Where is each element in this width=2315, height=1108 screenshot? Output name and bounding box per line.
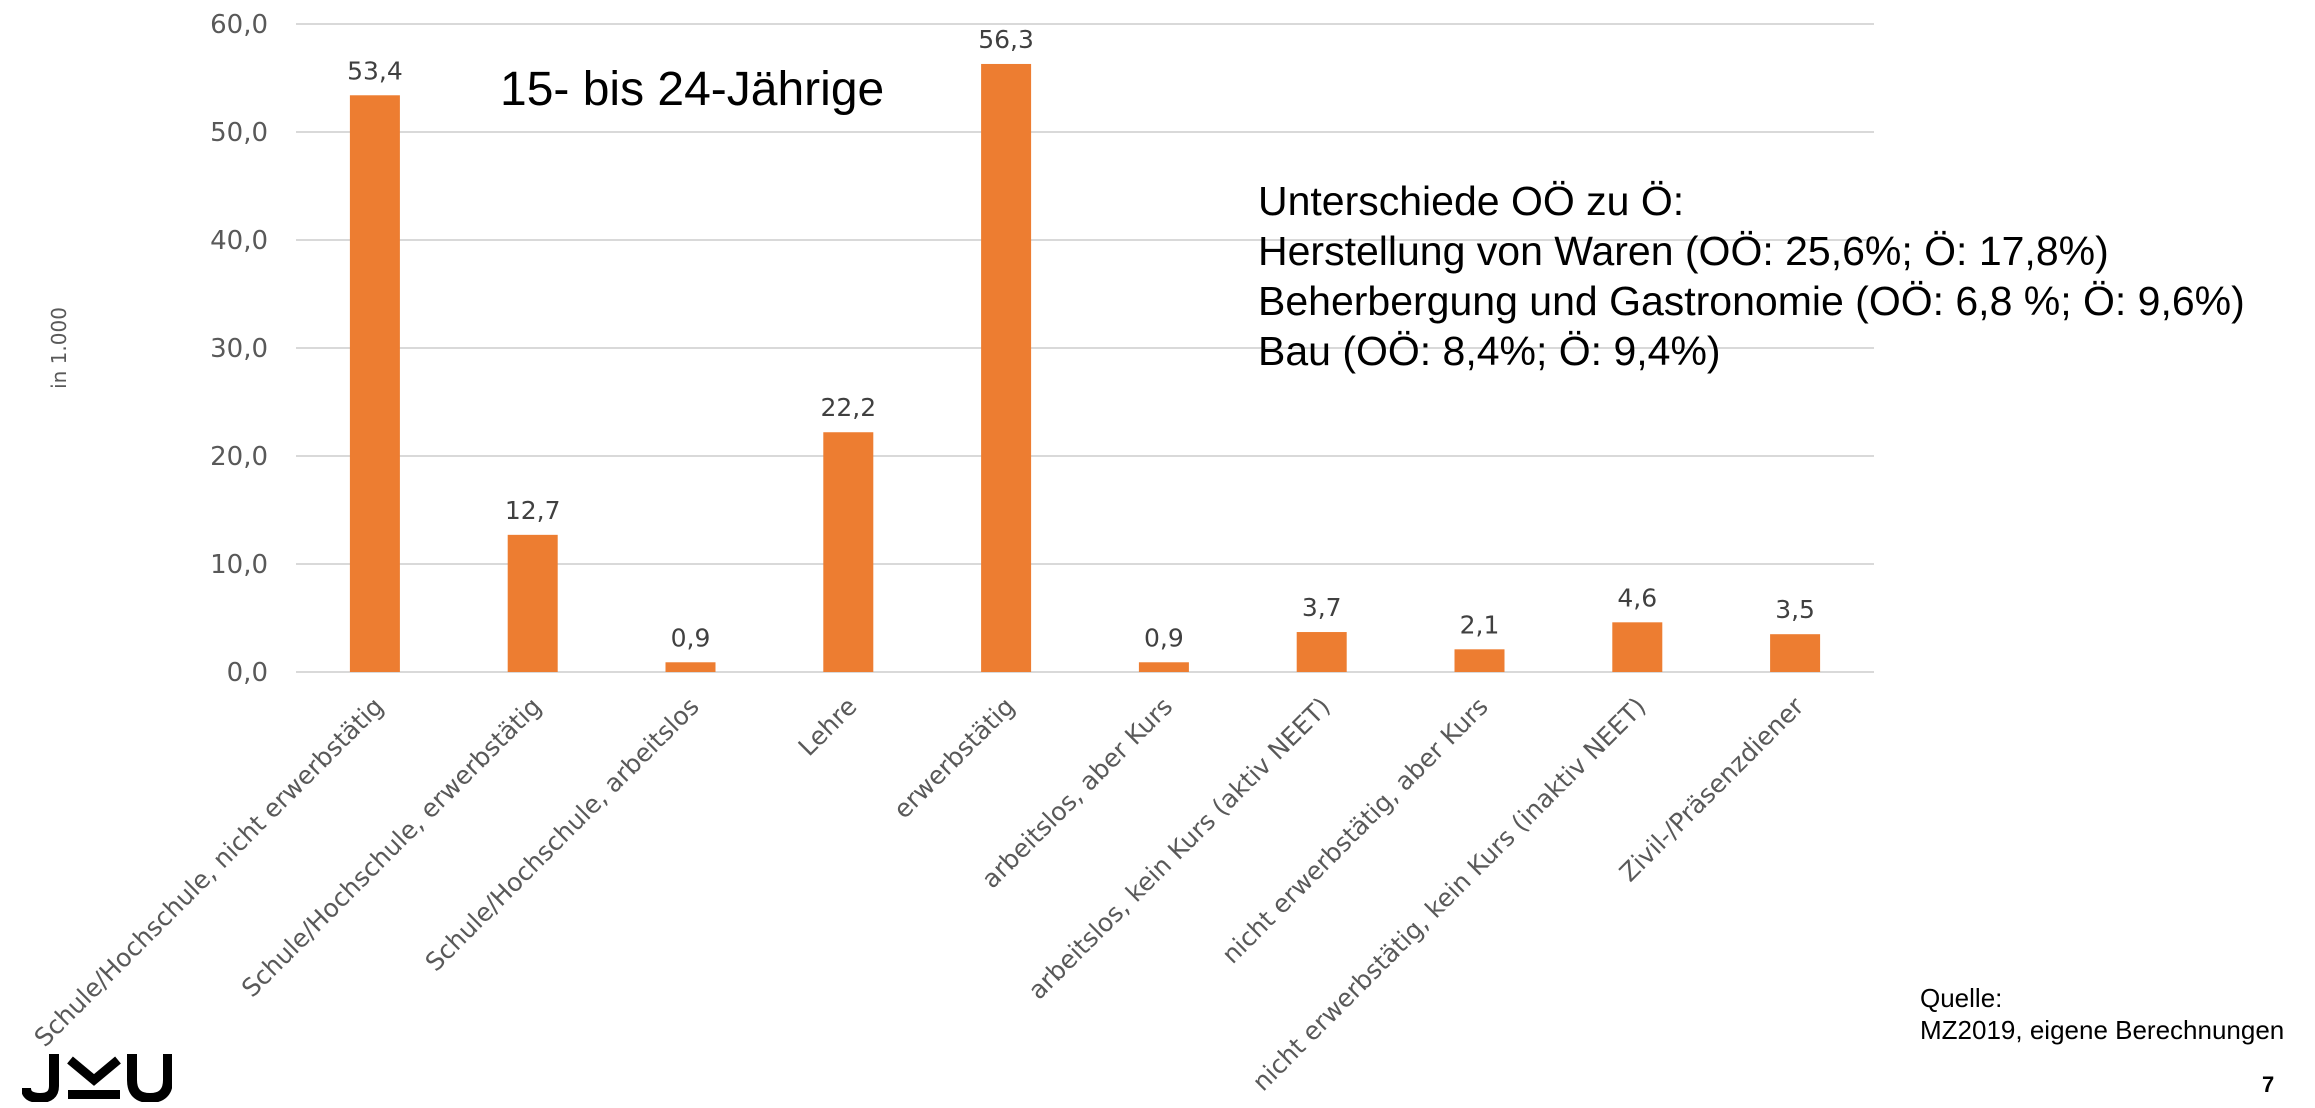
source-label: Quelle:: [1920, 983, 2003, 1013]
bar: [1138, 662, 1189, 672]
y-tick-label: 50,0: [210, 118, 268, 148]
note-line-bau: Bau (OÖ: 8,4%; Ö: 9,4%): [1258, 328, 1721, 374]
note-line-heading: Unterschiede OÖ zu Ö:: [1258, 178, 1685, 224]
x-tick-label: Zivil-/Präsenzdiener: [1614, 691, 1810, 887]
page-number: 7: [2262, 1072, 2275, 1097]
data-labels: 53,4 12,7 0,9 22,2 56,3 0,9 3,7 2,1 4,6 3,5: [347, 25, 1815, 652]
x-tick-label: erwerbstätig: [888, 692, 1021, 825]
bar: [1770, 634, 1821, 672]
data-label: 3,5: [1775, 595, 1815, 624]
bars: [349, 63, 1821, 672]
x-axis-labels: Schule/Hochschule, nicht erwerbstätigSch…: [29, 691, 1810, 1096]
data-label: 0,9: [1144, 623, 1184, 652]
bar: [665, 662, 716, 672]
bar: [349, 95, 400, 672]
y-axis-label: in 1.000: [47, 307, 71, 389]
data-label: 2,1: [1460, 610, 1500, 639]
bar: [1296, 632, 1347, 672]
data-label: 56,3: [978, 25, 1034, 54]
data-label: 0,9: [671, 623, 711, 652]
x-tick-label: Lehre: [793, 692, 863, 762]
x-tick-label: arbeitslos, kein Kurs (aktiv NEET): [1023, 692, 1336, 1005]
bar: [823, 432, 874, 672]
bar: [1612, 622, 1663, 672]
data-label: 53,4: [347, 56, 403, 85]
bar: [981, 63, 1032, 672]
y-tick-label: 20,0: [210, 442, 268, 472]
bar: [1454, 649, 1505, 672]
y-tick-label: 0,0: [227, 658, 268, 688]
jku-logo-icon: [21, 1054, 173, 1104]
data-label: 22,2: [820, 393, 876, 422]
y-tick-label: 60,0: [210, 10, 268, 40]
y-tick-label: 40,0: [210, 226, 268, 256]
note-line-herstellung: Herstellung von Waren (OÖ: 25,6%; Ö: 17,…: [1258, 228, 2109, 274]
x-tick-label: Schule/Hochschule, arbeitslos: [420, 692, 705, 977]
y-tick-label: 10,0: [210, 550, 268, 580]
data-label: 3,7: [1302, 593, 1342, 622]
chart-subtitle: 15- bis 24-Jährige: [500, 63, 885, 116]
jku-logo: [21, 1050, 173, 1107]
note-line-beherbergung: Beherbergung und Gastronomie (OÖ: 6,8 %;…: [1258, 278, 2245, 324]
data-label: 4,6: [1617, 583, 1657, 612]
comparison-note: Unterschiede OÖ zu Ö: Herstellung von Wa…: [1258, 176, 2245, 376]
x-tick-label: Schule/Hochschule, nicht erwerbstätig: [29, 692, 390, 1053]
bar: [507, 534, 558, 672]
data-label: 12,7: [505, 496, 561, 525]
source-note: Quelle: MZ2019, eigene Berechnungen: [1920, 982, 2284, 1046]
gridlines: [296, 23, 1874, 673]
x-tick-label: nicht erwerbstätig, aber Kurs: [1216, 692, 1494, 970]
y-tick-label: 30,0: [210, 334, 268, 364]
x-tick-label: Schule/Hochschule, erwerbstätig: [236, 692, 547, 1003]
source-text: MZ2019, eigene Berechnungen: [1920, 1015, 2285, 1045]
y-axis-ticks: 0,0 10,0 20,0 30,0 40,0 50,0 60,0: [210, 10, 268, 688]
